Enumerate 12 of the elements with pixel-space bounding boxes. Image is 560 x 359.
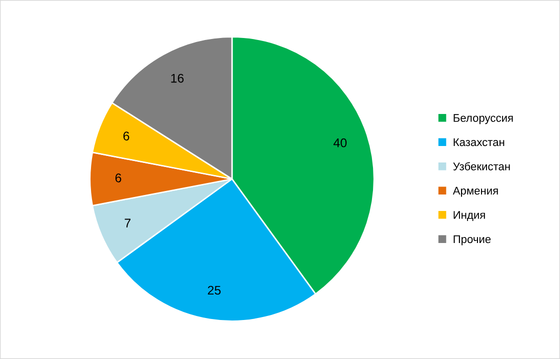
data-label: 16 (171, 74, 184, 83)
data-label: 7 (124, 218, 130, 228)
data-label: 40 (333, 138, 347, 148)
data-label: 25 (208, 286, 221, 295)
legend-label: Белоруссия (454, 114, 513, 124)
legend-label: Прочие (454, 235, 491, 246)
legend-label: Узбекистан (453, 162, 510, 170)
data-label: 6 (115, 174, 122, 182)
legend-label: Казахстан (454, 138, 504, 146)
data-label: 6 (123, 132, 130, 140)
legend-label: Индия (454, 211, 485, 221)
legend-label: Армения (452, 186, 498, 197)
